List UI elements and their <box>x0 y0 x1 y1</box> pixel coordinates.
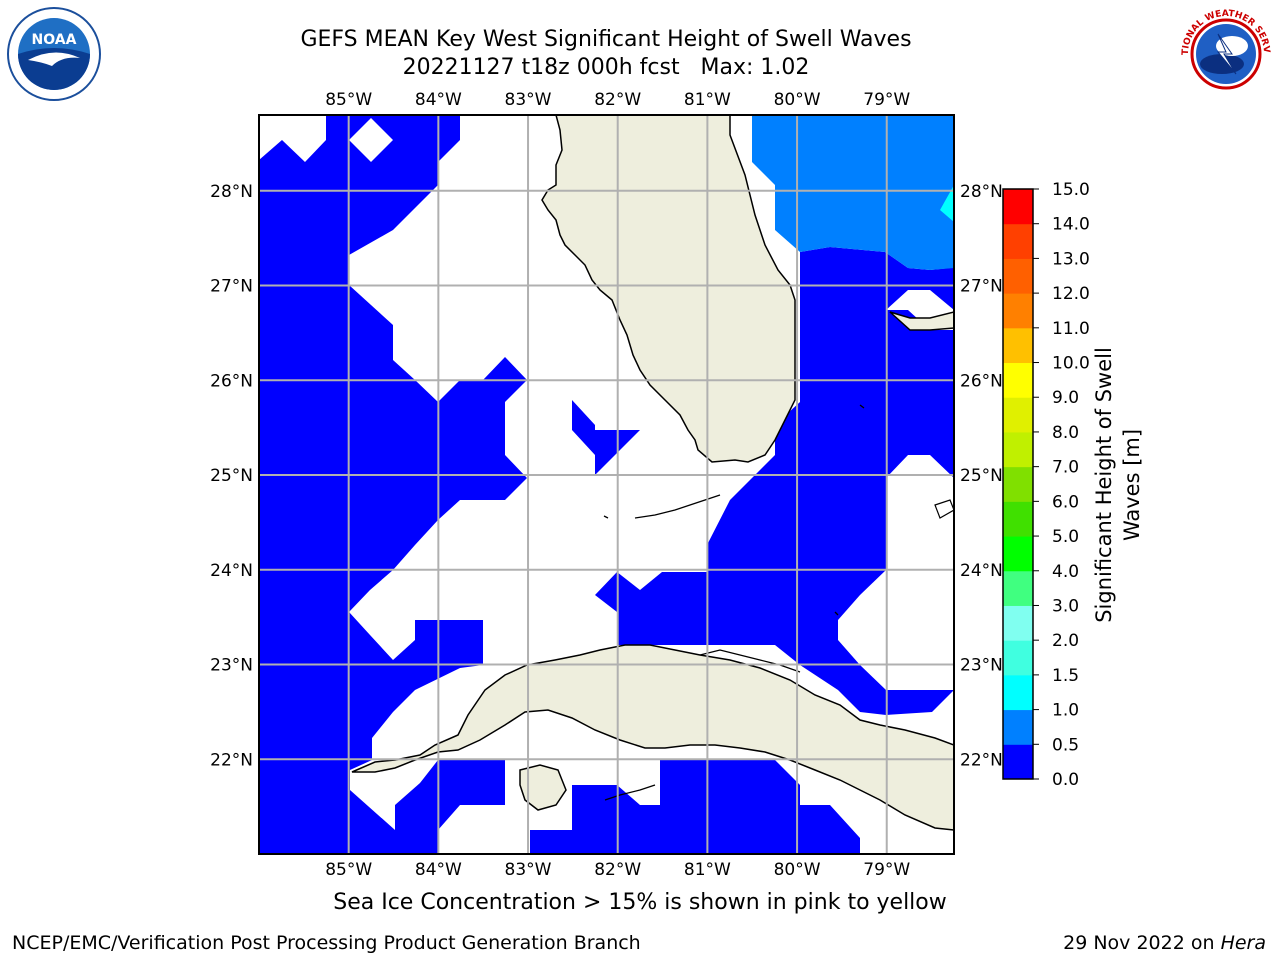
colorbar-title-line-2: Waves [m] <box>1120 428 1144 542</box>
lon-tick-label: 84°W <box>415 90 462 110</box>
lon-tick-label: 79°W <box>863 90 910 110</box>
colorbar-segment <box>1003 501 1033 537</box>
swell-fill-high <box>940 185 954 222</box>
colorbar-segment <box>1003 397 1033 433</box>
lat-tick-label: 22°N <box>960 750 1003 770</box>
lon-tick-label: 82°W <box>594 860 641 880</box>
land-florida <box>541 115 796 463</box>
colorbar-segment <box>1003 640 1033 676</box>
lat-labels-left: 22°N 23°N 24°N 25°N 26°N 27°N 28°N <box>210 182 253 770</box>
colorbar: 0.0 0.5 1.0 1.5 2.0 3.0 4.0 5.0 6.0 7.0 8.0 9.0 10.0… <box>1002 180 1090 790</box>
lat-tick-label: 28°N <box>210 182 253 202</box>
lat-tick-label: 23°N <box>210 656 253 676</box>
colorbar-segment <box>1003 431 1033 468</box>
colorbar-segment <box>1003 674 1033 711</box>
colorbar-tick-label: 14.0 <box>1052 215 1090 235</box>
noaa-logo: NOAA <box>7 7 101 101</box>
land-cuba <box>351 644 954 831</box>
lat-tick-label: 22°N <box>210 750 253 770</box>
lon-labels-bottom: 85°W 84°W 83°W 82°W 81°W 80°W 79°W <box>325 860 910 880</box>
lat-tick-label: 26°N <box>210 371 253 391</box>
lon-tick-label: 85°W <box>325 860 372 880</box>
land-isle-of-youth <box>519 764 567 811</box>
lon-tick-label: 80°W <box>774 860 821 880</box>
colorbar-segment <box>1003 293 1033 329</box>
colorbar-segment <box>1003 536 1033 572</box>
lon-tick-label: 84°W <box>415 860 462 880</box>
colorbar-tick-label: 5.0 <box>1052 527 1079 547</box>
colorbar-tick-label: 7.0 <box>1052 458 1079 478</box>
lat-tick-label: 28°N <box>960 182 1003 202</box>
colorbar-tick-label: 1.5 <box>1052 666 1079 686</box>
lon-tick-label: 80°W <box>774 90 821 110</box>
colorbar-tick-label: 12.0 <box>1052 284 1090 304</box>
colorbar-tick-label: 15.0 <box>1052 180 1090 200</box>
title-line-1: GEFS MEAN Key West Significant Height of… <box>300 27 912 52</box>
colorbar-tick-label: 9.0 <box>1052 388 1079 408</box>
noaa-logo-text: NOAA <box>32 32 77 48</box>
colorbar-tick-label: 4.0 <box>1052 562 1079 582</box>
colorbar-segment <box>1003 362 1033 398</box>
lon-tick-label: 83°W <box>505 90 552 110</box>
map-area <box>259 115 954 854</box>
lat-tick-label: 25°N <box>210 466 253 486</box>
colorbar-segment <box>1003 570 1033 606</box>
colorbar-segment <box>1003 327 1033 364</box>
lon-tick-label: 82°W <box>594 90 641 110</box>
lat-tick-label: 24°N <box>210 561 253 581</box>
colorbar-segment <box>1003 466 1033 502</box>
lon-tick-label: 85°W <box>325 90 372 110</box>
colorbar-segment <box>1003 605 1033 641</box>
lat-tick-label: 26°N <box>960 371 1003 391</box>
colorbar-tick-label: 8.0 <box>1052 423 1079 443</box>
swell-fill-low <box>259 115 954 854</box>
lon-tick-label: 83°W <box>505 860 552 880</box>
colorbar-title: Significant Height of Swell Waves [m] <box>1090 347 1146 623</box>
footer-date: 29 Nov 2022 on Hera <box>1063 932 1266 954</box>
lat-tick-label: 27°N <box>960 277 1003 297</box>
nws-logo: NATIONAL WEATHER SERVICE <box>1178 6 1272 100</box>
colorbar-tick-label: 10.0 <box>1052 354 1090 374</box>
colorbar-tick-label: 13.0 <box>1052 249 1090 269</box>
colorbar-segment <box>1003 258 1033 294</box>
lat-tick-label: 24°N <box>960 561 1003 581</box>
colorbar-tick-label: 2.0 <box>1052 631 1079 651</box>
swell-fill-mid <box>752 115 954 270</box>
colorbar-segment <box>1003 709 1033 745</box>
lon-tick-label: 81°W <box>684 90 731 110</box>
chart-title: GEFS MEAN Key West Significant Height of… <box>300 26 911 82</box>
land-bahamas <box>889 311 954 331</box>
map-frame <box>258 114 955 855</box>
lon-tick-label: 79°W <box>863 860 910 880</box>
colorbar-tick-label: 0.5 <box>1052 735 1079 755</box>
colorbar-tick-label: 3.0 <box>1052 596 1079 616</box>
colorbar-segment <box>1003 223 1033 259</box>
lat-tick-label: 23°N <box>960 656 1003 676</box>
lon-tick-label: 81°W <box>684 860 731 880</box>
footer-host: Hera <box>1220 932 1266 954</box>
colorbar-tick-label: 6.0 <box>1052 492 1079 512</box>
lat-tick-label: 27°N <box>210 277 253 297</box>
colorbar-title-line-1: Significant Height of Swell <box>1092 347 1116 623</box>
lat-tick-label: 25°N <box>960 466 1003 486</box>
colorbar-tick-label: 11.0 <box>1052 319 1090 339</box>
lat-labels-right: 22°N 23°N 24°N 25°N 26°N 27°N 28°N <box>960 182 1003 770</box>
colorbar-tick-label: 0.0 <box>1052 770 1079 790</box>
islands <box>603 404 865 801</box>
lon-labels-top: 85°W 84°W 83°W 82°W 81°W 80°W 79°W <box>325 90 910 110</box>
colorbar-segment <box>1003 189 1033 225</box>
sea-ice-caption: Sea Ice Concentration > 15% is shown in … <box>333 890 947 915</box>
colorbar-segment <box>1003 744 1033 780</box>
footer-date-text: 29 Nov 2022 on <box>1063 932 1221 954</box>
colorbar-tick-label: 1.0 <box>1052 701 1079 721</box>
title-line-2: 20221127 t18z 000h fcst Max: 1.02 <box>402 55 810 80</box>
footer-branch: NCEP/EMC/Verification Post Processing Pr… <box>12 932 641 954</box>
colorbar-frame <box>1002 188 1034 780</box>
graticule <box>259 115 954 854</box>
